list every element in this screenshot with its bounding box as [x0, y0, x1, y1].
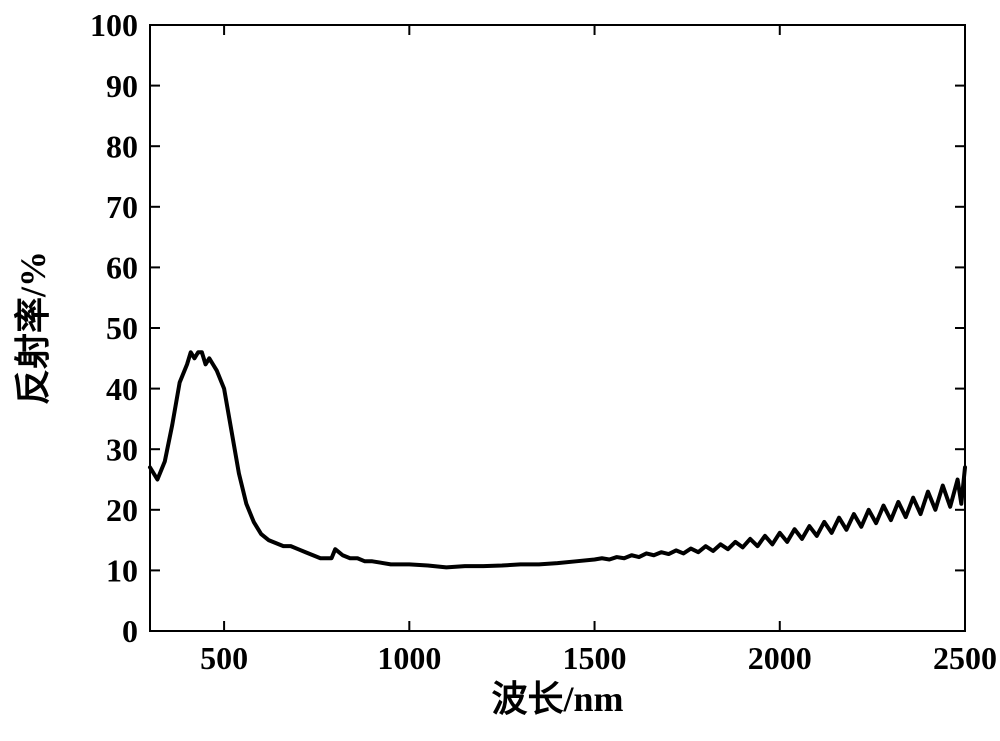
y-tick-label: 70 — [106, 189, 138, 225]
y-tick-label: 20 — [106, 492, 138, 528]
y-axis-label: 反射率/% — [13, 251, 53, 405]
chart-svg: 500 1000 1500 2000 2500 0 10 20 30 40 50 60 70 80 90 10… — [0, 0, 1000, 741]
x-tick-label: 2000 — [748, 640, 812, 676]
x-tick-label: 500 — [200, 640, 248, 676]
x-tick-label: 1000 — [377, 640, 441, 676]
y-tick-label: 40 — [106, 371, 138, 407]
y-tick-label: 30 — [106, 431, 138, 467]
x-tick-label: 2500 — [933, 640, 997, 676]
y-tick-label: 100 — [90, 7, 138, 43]
y-tick-label: 0 — [122, 613, 138, 649]
y-tick-label: 10 — [106, 553, 138, 589]
y-tick-label: 90 — [106, 68, 138, 104]
x-axis-label: 波长/nm — [491, 679, 623, 719]
x-tick-label: 1500 — [563, 640, 627, 676]
y-tick-label: 50 — [106, 310, 138, 346]
y-tick-label: 60 — [106, 250, 138, 286]
y-tick-label: 80 — [106, 128, 138, 164]
reflectance-chart: 500 1000 1500 2000 2500 0 10 20 30 40 50 60 70 80 90 10… — [0, 0, 1000, 741]
